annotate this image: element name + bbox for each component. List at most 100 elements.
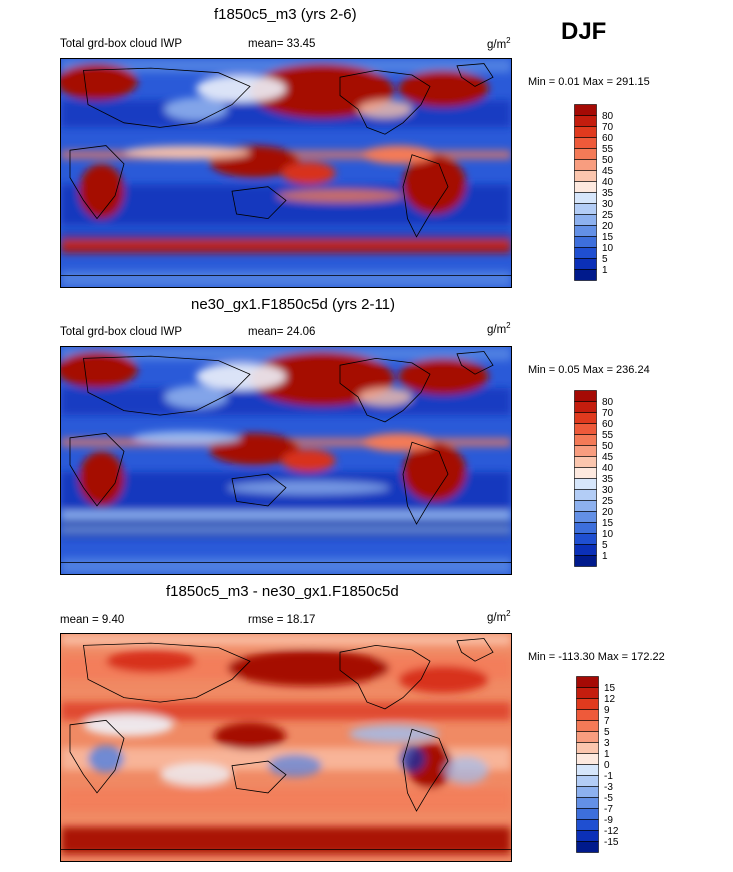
field-blob [358,387,412,407]
colorbar-swatch [574,170,597,182]
colorbar-swatch [574,434,597,446]
field-blob [250,351,394,407]
colorbar-swatch [576,720,599,732]
colorbar-tick-label: -9 [604,815,613,826]
colorbar-tick-label: 5 [602,540,608,551]
map-field-svg [61,347,511,574]
field-blob [362,433,435,452]
colorbar-swatch [576,731,599,743]
coastline [231,473,287,507]
colorbar-swatch [574,247,597,259]
field-blob [398,70,489,107]
colorbar-tick-label: 0 [604,760,610,771]
field-blob [164,97,228,121]
colorbar-tick-label: 7 [604,716,610,727]
field-blob [398,358,489,395]
panel-1-units: g/m2 [487,36,511,51]
field-blob [277,188,403,203]
coastline [83,642,251,703]
colorbar-swatch [574,401,597,413]
panel-3-map [60,633,512,862]
colorbar-swatch [574,148,597,160]
field-blob [443,756,489,784]
coastline [339,69,431,135]
colorbar-swatch [576,742,599,754]
colorbar-swatch [576,797,599,809]
colorbar-swatch [574,192,597,204]
colorbar-swatch [576,808,599,820]
colorbar-swatch [574,544,597,556]
colorbar-tick-label: 70 [602,122,614,133]
colorbar-swatch [574,456,597,468]
colorbar-swatch [574,445,597,457]
panel-1-variable-label: Total grd-box cloud IWP [60,38,183,50]
map-field-svg [61,634,511,861]
colorbar-tick-label: 45 [602,452,614,463]
colorbar-swatch [574,478,597,490]
colorbar-swatch [574,269,597,281]
panel-3-colorbar: 15 12 9 7 5 3 1 0 -1 -3 -5 -7 -9 -12 -15 [576,676,646,854]
coastline [456,63,494,87]
field-blob [227,649,390,687]
panel-2-title: ne30_gx1.F1850c5d (yrs 2-11) [191,296,396,313]
field-blob [250,63,394,119]
colorbar-tick-label: -15 [604,837,619,848]
colorbar-tick-label: 10 [602,529,614,540]
panel-1-minmax: Min = 0.01 Max = 291.15 [528,76,650,88]
colorbar-swatch [576,698,599,710]
field-blob [349,724,439,743]
colorbar-tick-label: 15 [604,683,616,694]
colorbar-swatch [576,687,599,699]
panel-2-map [60,346,512,575]
colorbar-swatch [574,467,597,479]
colorbar-swatch [576,830,599,842]
field-band [61,245,511,253]
colorbar-swatch [576,753,599,765]
field-blob [124,145,250,160]
colorbar-swatch [574,126,597,138]
colorbar-swatch [574,137,597,149]
colorbar-swatch [574,181,597,193]
colorbar-tick-label: 30 [602,485,614,496]
coastline [231,760,287,794]
colorbar-swatch [574,489,597,501]
panel-2-colorbar: 80 70 60 55 50 45 40 35 30 25 20 15 10 5 1 [574,390,644,568]
colorbar-swatch [574,555,597,567]
field-band [61,634,511,646]
field-blob [79,451,124,506]
colorbar-swatch [576,841,599,853]
field-blob [214,722,286,750]
colorbar-tick-label: 55 [602,144,614,155]
colorbar-swatch [574,115,597,127]
field-blob [160,763,232,787]
panel-3-units: g/m2 [487,609,511,624]
field-blob [281,449,336,472]
colorbar-swatch [574,511,597,523]
colorbar-swatch [574,225,597,237]
field-band [61,702,511,721]
colorbar-tick-label: -3 [604,782,613,793]
colorbar-swatch [574,236,597,248]
colorbar-tick-label: 45 [602,166,614,177]
panel-3-minmax: Min = -113.30 Max = 172.22 [528,651,665,663]
colorbar-swatch [574,522,597,534]
field-blob [362,145,435,164]
colorbar-tick-label: 80 [602,397,614,408]
colorbar-tick-label: 1 [602,551,608,562]
coastline [83,67,251,128]
field-blob [61,63,138,101]
panel-1-colorbar: 80 70 60 55 50 45 40 35 30 25 20 15 10 5 1 [574,104,644,282]
colorbar-tick-label: 1 [602,265,608,276]
colorbar-tick-label: 1 [604,749,610,760]
field-blob [196,362,286,391]
colorbar-tick-label: 30 [602,199,614,210]
colorbar-tick-label: 55 [602,430,614,441]
field-blob [403,442,466,502]
coastline [402,441,449,525]
panel-2-units: g/m2 [487,321,511,336]
colorbar-tick-label: 80 [602,111,614,122]
field-blob [403,154,466,215]
colorbar-tick-label: 5 [604,727,610,738]
coastline [339,357,431,423]
